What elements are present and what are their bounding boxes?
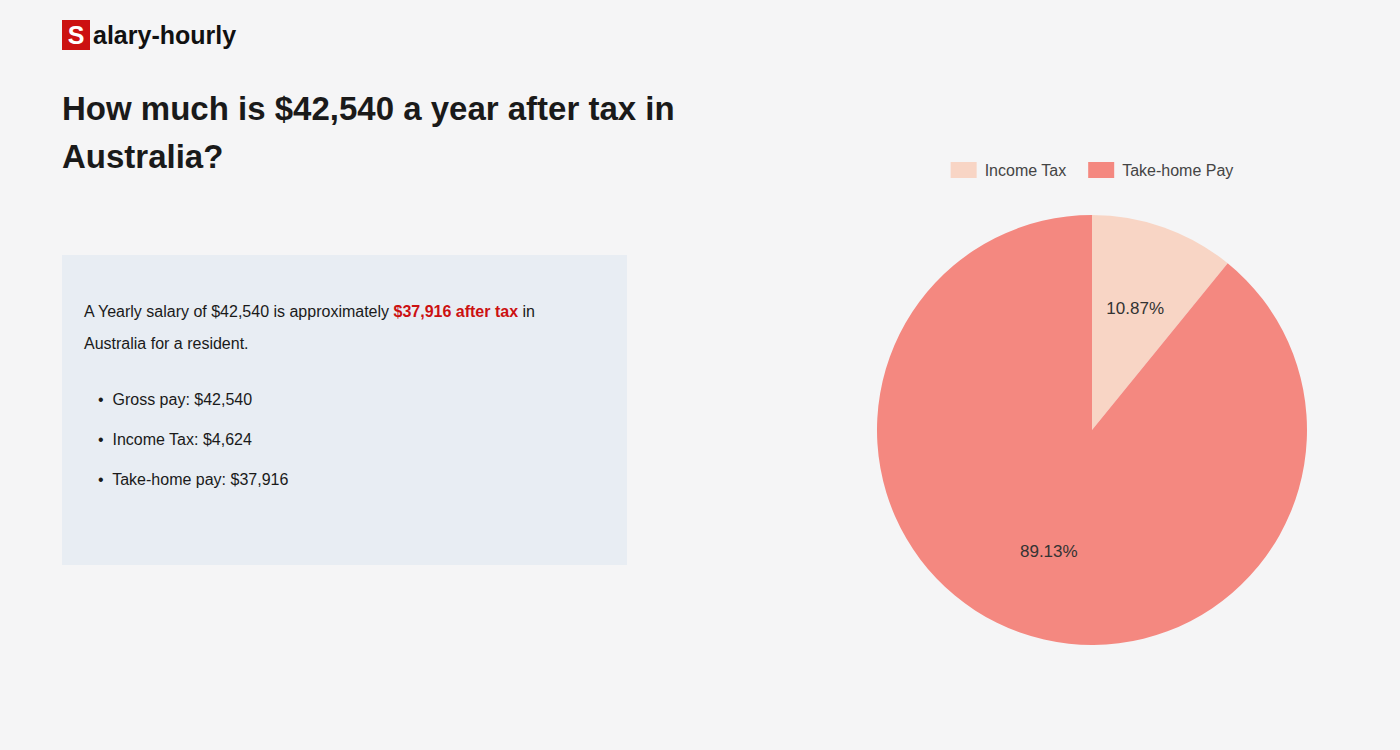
legend-item: Income Tax (951, 162, 1067, 179)
logo-letter: S (68, 21, 85, 49)
logo-box (62, 20, 90, 50)
chart: Salary-hourly How much is $42,540 a year … (0, 0, 1400, 750)
info-text: $37,916 after tax (394, 303, 519, 320)
info-text: Australia for a resident. (84, 335, 249, 352)
legend-swatch (951, 162, 977, 178)
info-text: A Yearly salary of $42,540 is approximat… (84, 303, 394, 320)
title: How much is $42,540 a year after tax inA… (62, 90, 675, 175)
data-label: 89.13% (1020, 542, 1078, 561)
logo-text: alary-hourly (93, 21, 236, 49)
bullet-item: • Take-home pay: $37,916 (98, 471, 288, 488)
info-box (62, 255, 627, 565)
pie (877, 215, 1307, 645)
background (0, 0, 1400, 750)
bullet-item: • Gross pay: $42,540 (98, 391, 252, 408)
legend-item: Take-home Pay (1088, 162, 1233, 179)
info-line: A Yearly salary of $42,540 is approximat… (84, 303, 535, 320)
pie-slice (877, 215, 1307, 645)
legend: Income Tax Take-home Pay (951, 162, 1234, 179)
bullet-item: • Income Tax: $4,624 (98, 431, 252, 448)
legend-swatch (1088, 162, 1114, 178)
data-labels: 10.87% 89.13% (1020, 299, 1164, 561)
legend-label: Income Tax (985, 162, 1067, 179)
data-label: 10.87% (1106, 299, 1164, 318)
info-text: in (518, 303, 535, 320)
legend-label: Take-home Pay (1122, 162, 1233, 179)
